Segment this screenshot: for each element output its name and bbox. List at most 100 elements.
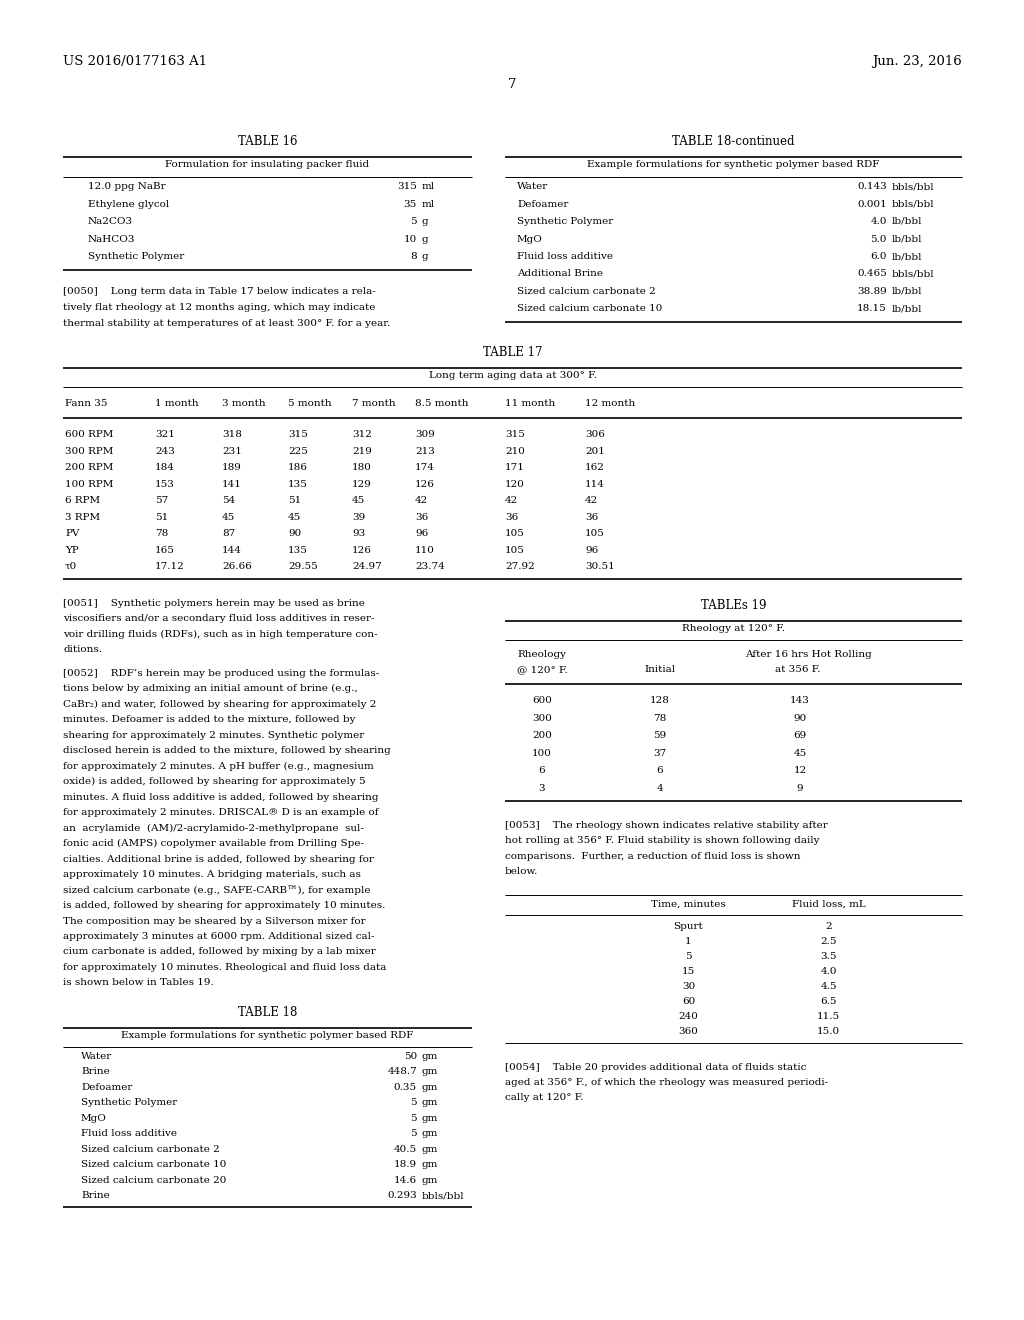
- Text: 11 month: 11 month: [505, 399, 555, 408]
- Text: Sized calcium carbonate 10: Sized calcium carbonate 10: [81, 1160, 226, 1170]
- Text: 144: 144: [222, 545, 242, 554]
- Text: 42: 42: [415, 496, 428, 506]
- Text: 3 month: 3 month: [222, 399, 265, 408]
- Text: lb/bbl: lb/bbl: [892, 252, 923, 261]
- Text: 0.35: 0.35: [394, 1082, 417, 1092]
- Text: PV: PV: [65, 529, 80, 539]
- Text: 4.0: 4.0: [870, 216, 887, 226]
- Text: NaHCO3: NaHCO3: [88, 235, 135, 243]
- Text: Fluid loss additive: Fluid loss additive: [81, 1130, 177, 1138]
- Text: TABLEs 19: TABLEs 19: [700, 598, 766, 611]
- Text: 4: 4: [656, 784, 664, 792]
- Text: Sized calcium carbonate 2: Sized calcium carbonate 2: [517, 286, 655, 296]
- Text: fonic acid (AMPS) copolymer available from Drilling Spe-: fonic acid (AMPS) copolymer available fr…: [63, 840, 364, 849]
- Text: 36: 36: [505, 512, 518, 521]
- Text: 315: 315: [397, 182, 417, 191]
- Text: Water: Water: [81, 1052, 113, 1061]
- Text: lb/bbl: lb/bbl: [892, 216, 923, 226]
- Text: cally at 120° F.: cally at 120° F.: [505, 1093, 584, 1102]
- Text: [0054]    Table 20 provides additional data of fluids static: [0054] Table 20 provides additional data…: [505, 1063, 806, 1072]
- Text: gm: gm: [422, 1052, 438, 1061]
- Text: aged at 356° F., of which the rheology was measured periodi-: aged at 356° F., of which the rheology w…: [505, 1078, 828, 1086]
- Text: 7: 7: [508, 78, 516, 91]
- Text: 100: 100: [532, 748, 552, 758]
- Text: oxide) is added, followed by shearing for approximately 5: oxide) is added, followed by shearing fo…: [63, 777, 366, 787]
- Text: Synthetic Polymer: Synthetic Polymer: [517, 216, 613, 226]
- Text: 5.0: 5.0: [870, 235, 887, 243]
- Text: 96: 96: [585, 545, 598, 554]
- Text: 51: 51: [155, 512, 168, 521]
- Text: 171: 171: [505, 463, 525, 473]
- Text: TABLE 18: TABLE 18: [238, 1006, 297, 1019]
- Text: 231: 231: [222, 446, 242, 455]
- Text: 12 month: 12 month: [585, 399, 635, 408]
- Text: cium carbonate is added, followed by mixing by a lab mixer: cium carbonate is added, followed by mix…: [63, 948, 376, 957]
- Text: g: g: [422, 252, 429, 261]
- Text: 318: 318: [222, 430, 242, 440]
- Text: 40.5: 40.5: [394, 1144, 417, 1154]
- Text: 189: 189: [222, 463, 242, 473]
- Text: bbls/bbl: bbls/bbl: [892, 182, 935, 191]
- Text: Fann 35: Fann 35: [65, 399, 108, 408]
- Text: 105: 105: [505, 529, 525, 539]
- Text: gm: gm: [422, 1068, 438, 1077]
- Text: 360: 360: [679, 1027, 698, 1036]
- Text: 8.5 month: 8.5 month: [415, 399, 469, 408]
- Text: 45: 45: [222, 512, 236, 521]
- Text: Additional Brine: Additional Brine: [517, 269, 603, 279]
- Text: for approximately 2 minutes. DRISCAL® D is an example of: for approximately 2 minutes. DRISCAL® D …: [63, 808, 379, 817]
- Text: below.: below.: [505, 867, 539, 876]
- Text: After 16 hrs Hot Rolling: After 16 hrs Hot Rolling: [745, 649, 871, 659]
- Text: 38.89: 38.89: [857, 286, 887, 296]
- Text: 135: 135: [288, 545, 308, 554]
- Text: 51: 51: [288, 496, 301, 506]
- Text: 9: 9: [797, 784, 803, 792]
- Text: ml: ml: [422, 199, 435, 209]
- Text: τ0: τ0: [65, 562, 77, 572]
- Text: tively flat rheology at 12 months aging, which may indicate: tively flat rheology at 12 months aging,…: [63, 304, 376, 312]
- Text: 36: 36: [585, 512, 598, 521]
- Text: MgO: MgO: [81, 1114, 106, 1123]
- Text: g: g: [422, 216, 429, 226]
- Text: TABLE 17: TABLE 17: [482, 346, 543, 359]
- Text: Fluid loss additive: Fluid loss additive: [517, 252, 613, 261]
- Text: Sized calcium carbonate 20: Sized calcium carbonate 20: [81, 1176, 226, 1185]
- Text: 321: 321: [155, 430, 175, 440]
- Text: 12.0 ppg NaBr: 12.0 ppg NaBr: [88, 182, 166, 191]
- Text: 93: 93: [352, 529, 366, 539]
- Text: sized calcium carbonate (e.g., SAFE-CARB™), for example: sized calcium carbonate (e.g., SAFE-CARB…: [63, 886, 371, 895]
- Text: 129: 129: [352, 479, 372, 488]
- Text: 300: 300: [532, 714, 552, 722]
- Text: 4.5: 4.5: [820, 982, 837, 991]
- Text: Time, minutes: Time, minutes: [651, 900, 726, 909]
- Text: 5: 5: [411, 1114, 417, 1123]
- Text: lb/bbl: lb/bbl: [892, 235, 923, 243]
- Text: 42: 42: [585, 496, 598, 506]
- Text: Synthetic Polymer: Synthetic Polymer: [88, 252, 184, 261]
- Text: an  acrylamide  (AM)/2-acrylamido-2-methylpropane  sul-: an acrylamide (AM)/2-acrylamido-2-methyl…: [63, 824, 364, 833]
- Text: 105: 105: [505, 545, 525, 554]
- Text: 210: 210: [505, 446, 525, 455]
- Text: 6.0: 6.0: [870, 252, 887, 261]
- Text: 50: 50: [403, 1052, 417, 1061]
- Text: 17.12: 17.12: [155, 562, 184, 572]
- Text: [0052]    RDF’s herein may be produced using the formulas-: [0052] RDF’s herein may be produced usin…: [63, 668, 379, 677]
- Text: 42: 42: [505, 496, 518, 506]
- Text: 57: 57: [155, 496, 168, 506]
- Text: 165: 165: [155, 545, 175, 554]
- Text: YP: YP: [65, 545, 79, 554]
- Text: 15: 15: [682, 968, 695, 977]
- Text: approximately 3 minutes at 6000 rpm. Additional sized cal-: approximately 3 minutes at 6000 rpm. Add…: [63, 932, 375, 941]
- Text: 2.5: 2.5: [820, 937, 837, 946]
- Text: 225: 225: [288, 446, 308, 455]
- Text: TABLE 18-continued: TABLE 18-continued: [672, 135, 795, 148]
- Text: bbls/bbl: bbls/bbl: [422, 1192, 465, 1200]
- Text: 78: 78: [653, 714, 667, 722]
- Text: Sized calcium carbonate 10: Sized calcium carbonate 10: [517, 305, 663, 313]
- Text: 36: 36: [415, 512, 428, 521]
- Text: Example formulations for synthetic polymer based RDF: Example formulations for synthetic polym…: [121, 1031, 414, 1040]
- Text: 5: 5: [411, 1130, 417, 1138]
- Text: 200: 200: [532, 731, 552, 741]
- Text: 135: 135: [288, 479, 308, 488]
- Text: TABLE 16: TABLE 16: [238, 135, 297, 148]
